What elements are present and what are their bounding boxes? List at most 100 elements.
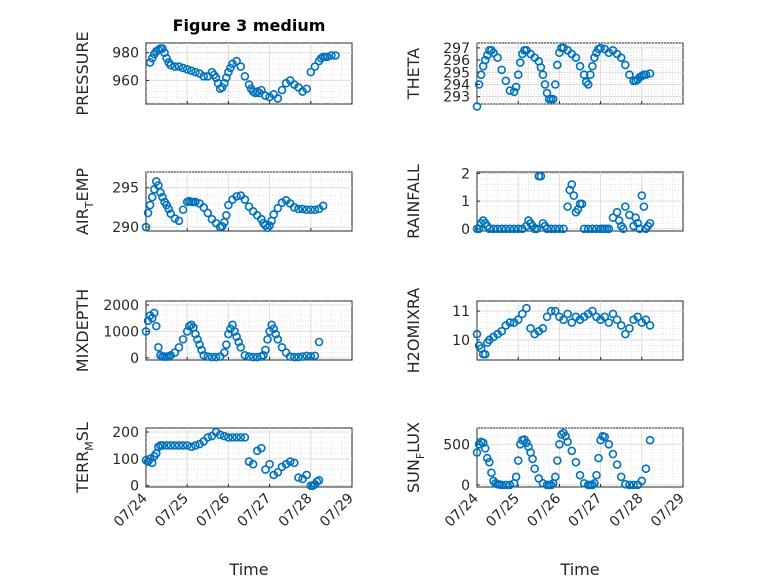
data-point <box>271 329 281 339</box>
data-point <box>263 223 272 233</box>
data-point <box>511 472 521 482</box>
y-tick-label: 293 <box>443 90 470 106</box>
y-tick-label: 100 <box>112 452 139 468</box>
data-point <box>203 433 213 442</box>
data-point <box>621 329 630 339</box>
data-point <box>228 433 237 442</box>
data-point <box>318 201 328 211</box>
data-point <box>222 210 231 220</box>
data-point <box>645 321 655 330</box>
data-point <box>513 224 523 234</box>
data-point <box>195 340 204 349</box>
data-point <box>240 433 250 442</box>
data-point <box>530 464 539 473</box>
subplot-pressure: 960 980 PRESSURE Figure 3 medium <box>73 16 353 116</box>
data-point <box>538 324 548 333</box>
x-tick-label: 07/27 <box>566 491 606 531</box>
data-point <box>263 335 272 344</box>
data-point <box>522 438 531 447</box>
data-point <box>472 102 482 111</box>
data-point <box>579 70 589 80</box>
data-point <box>596 43 605 53</box>
data-point <box>575 470 585 480</box>
data-point <box>174 343 184 352</box>
subplot-air: 290 295 AIRTEMP <box>73 168 353 236</box>
data-point <box>261 345 270 355</box>
data-point <box>178 63 188 73</box>
data-point <box>513 456 523 465</box>
data-point <box>174 216 184 226</box>
data-point <box>302 205 311 215</box>
x-axis-label: Time <box>559 560 599 579</box>
data-point <box>621 202 630 211</box>
y-axis-label: THETA <box>404 48 423 100</box>
data-point <box>608 309 618 319</box>
data-point <box>222 340 231 349</box>
data-point <box>147 313 157 323</box>
data-point <box>269 210 279 219</box>
data-point <box>259 350 268 360</box>
data-point <box>236 433 246 442</box>
data-point <box>174 441 184 450</box>
data-point <box>641 70 651 80</box>
data-point <box>548 94 558 104</box>
data-point <box>555 224 564 234</box>
series-points <box>141 427 324 490</box>
data-point <box>310 351 320 361</box>
data-point <box>592 224 601 234</box>
data-point <box>224 433 233 442</box>
series-points <box>145 44 340 103</box>
subplot-h2omixra: 10 11 H2OMIXRA <box>404 288 684 373</box>
data-point <box>612 460 622 469</box>
data-point <box>170 441 180 450</box>
data-point <box>515 58 525 67</box>
data-point <box>509 224 519 234</box>
data-point <box>505 480 515 490</box>
data-point <box>166 60 176 70</box>
data-point <box>575 61 585 71</box>
data-point <box>187 442 196 452</box>
y-tick-label: 500 <box>443 437 470 453</box>
data-point <box>240 71 250 81</box>
data-point <box>583 224 593 234</box>
data-point <box>493 224 502 234</box>
x-tick-label: 07/28 <box>276 491 316 531</box>
x-tick-label: 07/24 <box>442 490 482 530</box>
data-point <box>230 327 239 336</box>
x-axis-label: Time <box>228 560 268 579</box>
data-point <box>290 352 299 362</box>
data-point <box>191 441 200 450</box>
data-point <box>236 62 246 71</box>
data-point <box>536 171 546 181</box>
data-point <box>625 324 634 333</box>
axes-box <box>145 300 353 361</box>
data-point <box>273 203 283 213</box>
data-point <box>534 474 544 483</box>
data-point <box>618 224 628 234</box>
x-tick-label: 07/28 <box>607 491 647 531</box>
data-point <box>563 202 572 211</box>
data-point <box>612 315 622 325</box>
series-points <box>141 308 324 362</box>
data-point <box>147 53 157 63</box>
data-point <box>621 479 630 489</box>
data-point <box>322 52 332 62</box>
data-point <box>294 473 303 482</box>
data-point <box>497 480 507 490</box>
data-point <box>600 432 610 442</box>
data-point <box>191 329 200 339</box>
data-point <box>594 453 603 463</box>
data-point <box>232 192 241 201</box>
data-point <box>505 224 515 234</box>
data-point <box>480 55 490 65</box>
data-point <box>645 218 655 228</box>
data-point <box>143 208 153 218</box>
data-point <box>248 459 258 469</box>
data-point <box>579 224 589 234</box>
y-tick-label: 0 <box>130 351 139 367</box>
data-point <box>567 446 577 456</box>
data-point <box>294 352 303 362</box>
data-point <box>536 63 546 72</box>
data-point <box>522 303 531 313</box>
